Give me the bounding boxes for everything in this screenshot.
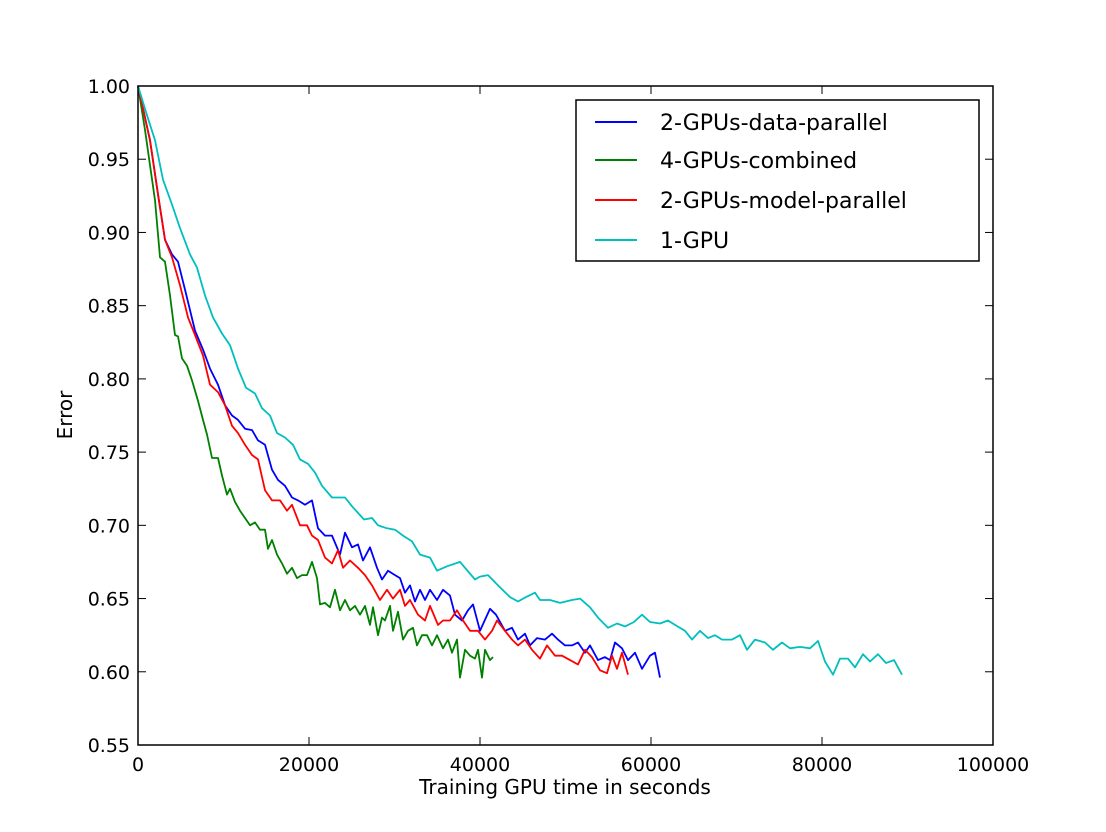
x-tick-label: 80000 xyxy=(792,754,852,776)
y-tick-label: 0.90 xyxy=(88,222,130,244)
legend-box xyxy=(575,99,980,262)
y-tick-label: 0.55 xyxy=(88,735,130,757)
y-tick-label: 1.00 xyxy=(88,76,130,98)
series-layer xyxy=(137,85,903,679)
x-tick-label: 60000 xyxy=(621,754,681,776)
series-line-2-gpus-model-parallel xyxy=(137,85,629,675)
legend-label: 2-GPUs-model-parallel xyxy=(660,189,907,214)
x-axis-label: Training GPU time in seconds xyxy=(418,775,711,799)
legend-label: 1-GPU xyxy=(660,229,729,254)
x-tick-label: 100000 xyxy=(957,754,1030,776)
y-tick-label: 0.95 xyxy=(88,149,130,171)
y-tick-label: 0.65 xyxy=(88,589,130,611)
x-tick-label: 20000 xyxy=(279,754,339,776)
series-line-4-gpus-combined xyxy=(137,85,494,679)
legend-label: 4-GPUs-combined xyxy=(660,149,857,174)
y-tick-label: 0.75 xyxy=(88,442,130,464)
legend: 2-GPUs-data-parallel 4-GPUs-combined 2-GPU… xyxy=(575,99,980,262)
series-line-2-gpus-data-parallel xyxy=(137,85,661,678)
y-tick-label: 0.70 xyxy=(88,515,130,537)
series-line-1-gpu xyxy=(137,85,903,676)
axes: 0 20000 40000 60000 80000 100000 0.55 0.60 0.65 0… xyxy=(88,76,1030,776)
y-tick-label: 0.60 xyxy=(88,662,130,684)
plot-frame xyxy=(137,85,994,746)
y-tick-label: 0.85 xyxy=(88,296,130,318)
legend-label: 2-GPUs-data-parallel xyxy=(660,111,888,136)
y-tick-label: 0.80 xyxy=(88,369,130,391)
x-tick-label: 0 xyxy=(132,754,144,776)
x-tick-label: 40000 xyxy=(450,754,510,776)
y-axis-label: Error xyxy=(53,390,77,440)
